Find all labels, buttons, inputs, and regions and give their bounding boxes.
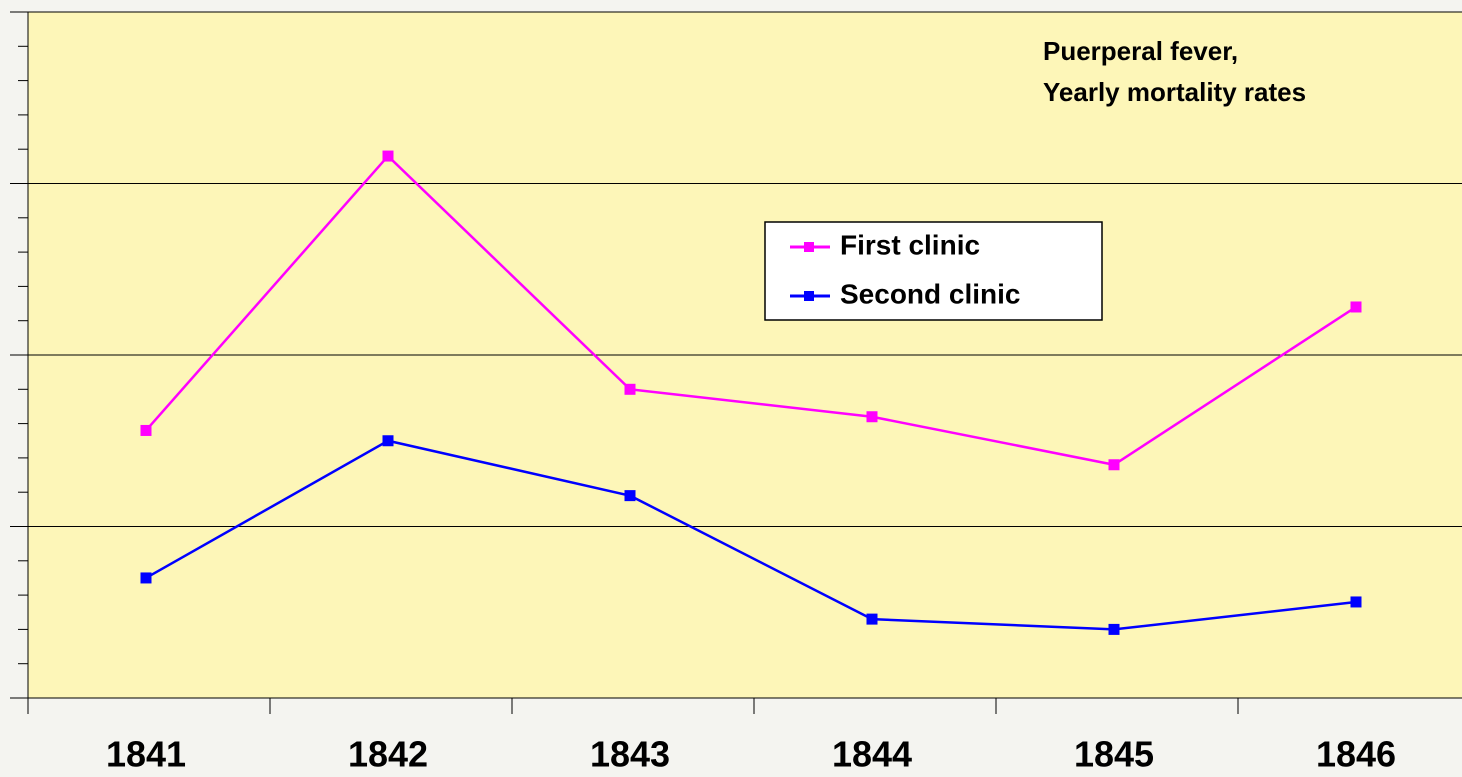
point-marker [140,572,152,584]
point-marker [866,411,878,423]
point-marker [1350,596,1362,608]
x-tick-label: 1845 [1074,734,1154,775]
legend-marker [804,242,814,252]
legend-marker [804,291,814,301]
point-marker [624,490,636,502]
point-marker [382,435,394,447]
legend-label: Second clinic [840,278,1021,309]
series-line [145,154,1357,467]
point-marker [866,613,878,625]
x-tick-label: 1842 [348,734,428,775]
x-tick-label: 1846 [1316,734,1396,775]
chart-title: Yearly mortality rates [1043,77,1306,107]
point-marker [1108,459,1120,471]
x-tick-label: 1844 [832,734,912,775]
legend-box [764,221,1103,321]
point-marker [624,383,636,395]
x-tick-label: 1841 [106,734,186,775]
point-marker [1350,301,1362,313]
point-marker [382,150,394,162]
x-tick-label: 1843 [590,734,670,775]
point-marker [1108,623,1120,635]
legend-label: First clinic [840,229,980,260]
chart-title: Puerperal fever, [1043,36,1238,66]
point-marker [140,424,152,436]
series-line [145,439,1357,631]
